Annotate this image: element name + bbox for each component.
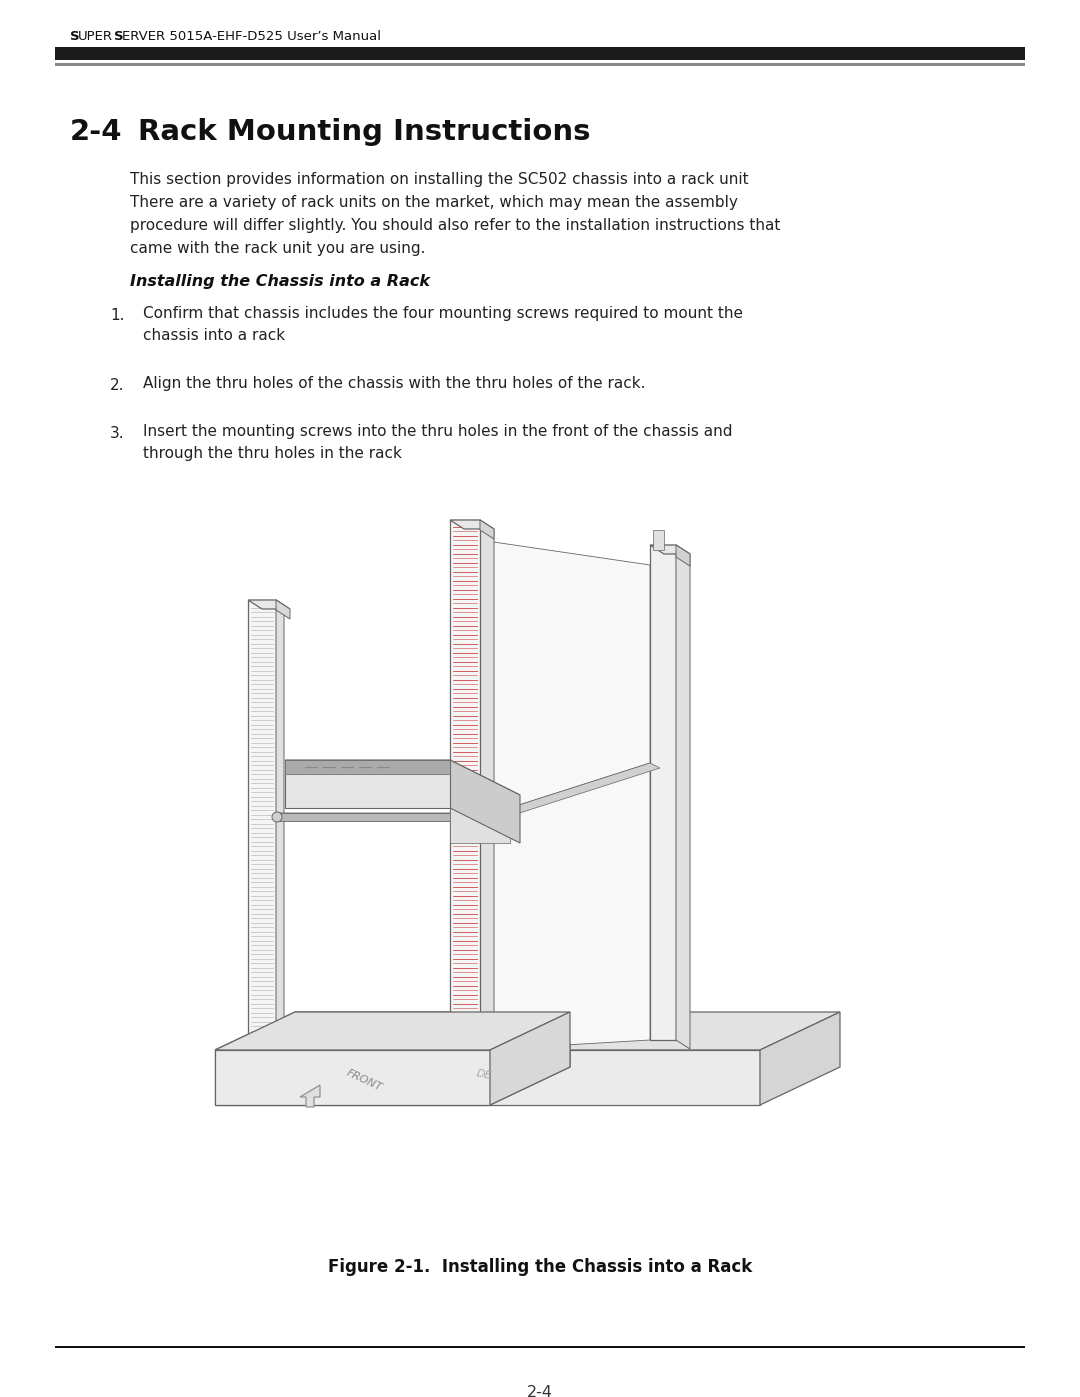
- Polygon shape: [248, 599, 276, 1051]
- Bar: [55, 63, 1025, 66]
- Text: This section provides information on installing the SC502 chassis into a rack un: This section provides information on ins…: [130, 172, 748, 187]
- Text: Insert the mounting screws into the thru holes in the front of the chassis and: Insert the mounting screws into the thru…: [143, 425, 732, 439]
- Polygon shape: [490, 1051, 760, 1105]
- Polygon shape: [215, 1051, 490, 1105]
- Text: DE: DE: [475, 1067, 492, 1081]
- Polygon shape: [490, 1011, 570, 1105]
- Polygon shape: [248, 599, 291, 609]
- Text: Confirm that chassis includes the four mounting screws required to mount the: Confirm that chassis includes the four m…: [143, 306, 743, 321]
- Polygon shape: [276, 813, 450, 821]
- Polygon shape: [215, 1011, 570, 1051]
- Text: 2-4: 2-4: [70, 117, 122, 147]
- Text: There are a variety of rack units on the market, which may mean the assembly: There are a variety of rack units on the…: [130, 196, 738, 210]
- Text: S: S: [114, 29, 123, 43]
- Text: 1.: 1.: [110, 307, 124, 323]
- Polygon shape: [480, 520, 494, 539]
- Polygon shape: [285, 760, 519, 795]
- Text: chassis into a rack: chassis into a rack: [143, 328, 285, 344]
- Polygon shape: [450, 760, 519, 842]
- Circle shape: [272, 812, 282, 821]
- Bar: [55, 1345, 1025, 1348]
- Bar: [55, 47, 1025, 60]
- Polygon shape: [676, 545, 690, 566]
- Text: UPER: UPER: [78, 29, 113, 43]
- Polygon shape: [490, 1011, 840, 1051]
- Text: 2-4: 2-4: [527, 1384, 553, 1397]
- Text: S: S: [70, 29, 80, 43]
- Text: procedure will differ slightly. You should also refer to the installation instru: procedure will differ slightly. You shou…: [130, 218, 781, 233]
- Text: Installing the Chassis into a Rack: Installing the Chassis into a Rack: [130, 274, 430, 289]
- Polygon shape: [650, 545, 690, 555]
- Polygon shape: [494, 763, 660, 819]
- Text: ERVER 5015A-EHF-D525 User’s Manual: ERVER 5015A-EHF-D525 User’s Manual: [122, 29, 381, 43]
- Polygon shape: [276, 813, 462, 819]
- Polygon shape: [494, 763, 650, 820]
- Text: Align the thru holes of the chassis with the thru holes of the rack.: Align the thru holes of the chassis with…: [143, 376, 646, 391]
- Polygon shape: [300, 1085, 320, 1106]
- Polygon shape: [650, 545, 676, 1039]
- Polygon shape: [285, 760, 450, 807]
- Text: Figure 2-1.  Installing the Chassis into a Rack: Figure 2-1. Installing the Chassis into …: [328, 1259, 752, 1275]
- Polygon shape: [480, 520, 494, 1059]
- Polygon shape: [450, 795, 510, 842]
- Polygon shape: [450, 520, 480, 1051]
- Polygon shape: [676, 545, 690, 1049]
- Text: through the thru holes in the rack: through the thru holes in the rack: [143, 446, 402, 461]
- Polygon shape: [450, 520, 494, 529]
- Text: came with the rack unit you are using.: came with the rack unit you are using.: [130, 242, 426, 256]
- Polygon shape: [215, 1051, 490, 1105]
- Polygon shape: [285, 760, 450, 774]
- Polygon shape: [215, 1011, 570, 1051]
- Text: 3.: 3.: [110, 426, 124, 441]
- Polygon shape: [760, 1011, 840, 1105]
- Polygon shape: [480, 541, 650, 1051]
- Text: Rack Mounting Instructions: Rack Mounting Instructions: [138, 117, 591, 147]
- Polygon shape: [276, 599, 284, 1055]
- Polygon shape: [653, 529, 664, 550]
- Polygon shape: [276, 599, 291, 619]
- Polygon shape: [490, 1011, 570, 1105]
- Text: 2.: 2.: [110, 379, 124, 393]
- Text: FRONT: FRONT: [345, 1067, 383, 1092]
